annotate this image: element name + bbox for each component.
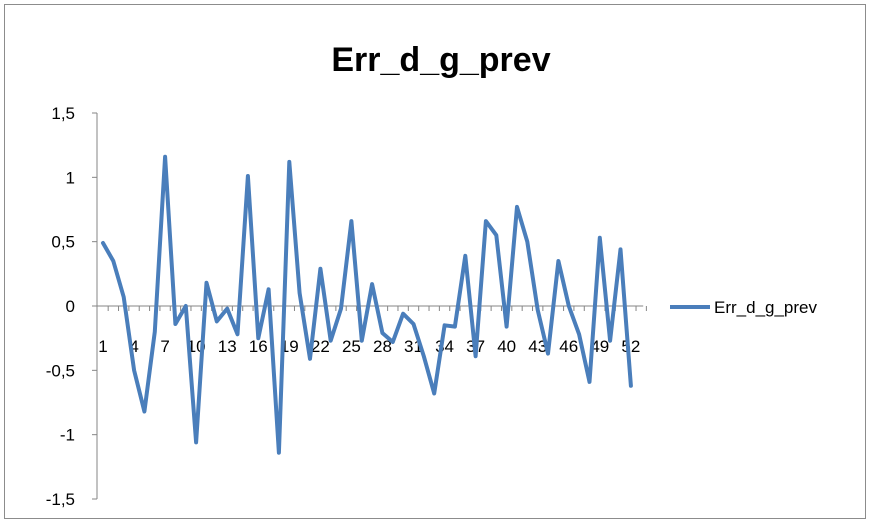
- x-tick-label: 13: [218, 337, 237, 356]
- x-tick-label: 34: [435, 337, 454, 356]
- y-tick-label: -1,5: [46, 490, 75, 509]
- y-axis: 1,5 1 0,5 0 -0,5 -1 -1,5: [46, 104, 98, 509]
- x-tick-label: 49: [590, 337, 609, 356]
- x-tick-label: 22: [311, 337, 330, 356]
- x-tick-label: 46: [559, 337, 578, 356]
- y-tick-label: 0,5: [51, 233, 75, 252]
- x-tick-label: 4: [129, 337, 138, 356]
- y-tick-label: 0: [66, 297, 75, 316]
- y-tick-label: 1: [66, 168, 75, 187]
- y-tick-label: 1,5: [51, 104, 75, 123]
- x-tick-label: 28: [373, 337, 392, 356]
- series-line-0: [101, 154, 633, 455]
- x-tick-label: 16: [249, 337, 268, 356]
- legend: Err_d_g_prev: [670, 298, 818, 317]
- line-chart: Err_d_g_prev 1,510,50-0,5-1-1,5 1 4 7 10 13 1…: [46, 41, 818, 509]
- x-tick-label: 25: [342, 337, 361, 356]
- y-tick-label: -1: [60, 426, 75, 445]
- legend-label-err-d-g-prev: Err_d_g_prev: [714, 298, 818, 317]
- y-tick-label: -0,5: [46, 361, 75, 380]
- x-tick-label: 1: [98, 337, 107, 356]
- chart-title: Err_d_g_prev: [331, 41, 550, 79]
- x-tick-label: 43: [528, 337, 547, 356]
- series-layer: [101, 154, 633, 455]
- chart-frame: Err_d_g_prev 1,5 1 0,5 0 -0,5 -1 -1,5 1 4 7 10 13 1…: [4, 4, 866, 519]
- x-tick-label: 7: [160, 337, 169, 356]
- x-tick-label: 52: [621, 337, 640, 356]
- x-tick-label: 40: [497, 337, 516, 356]
